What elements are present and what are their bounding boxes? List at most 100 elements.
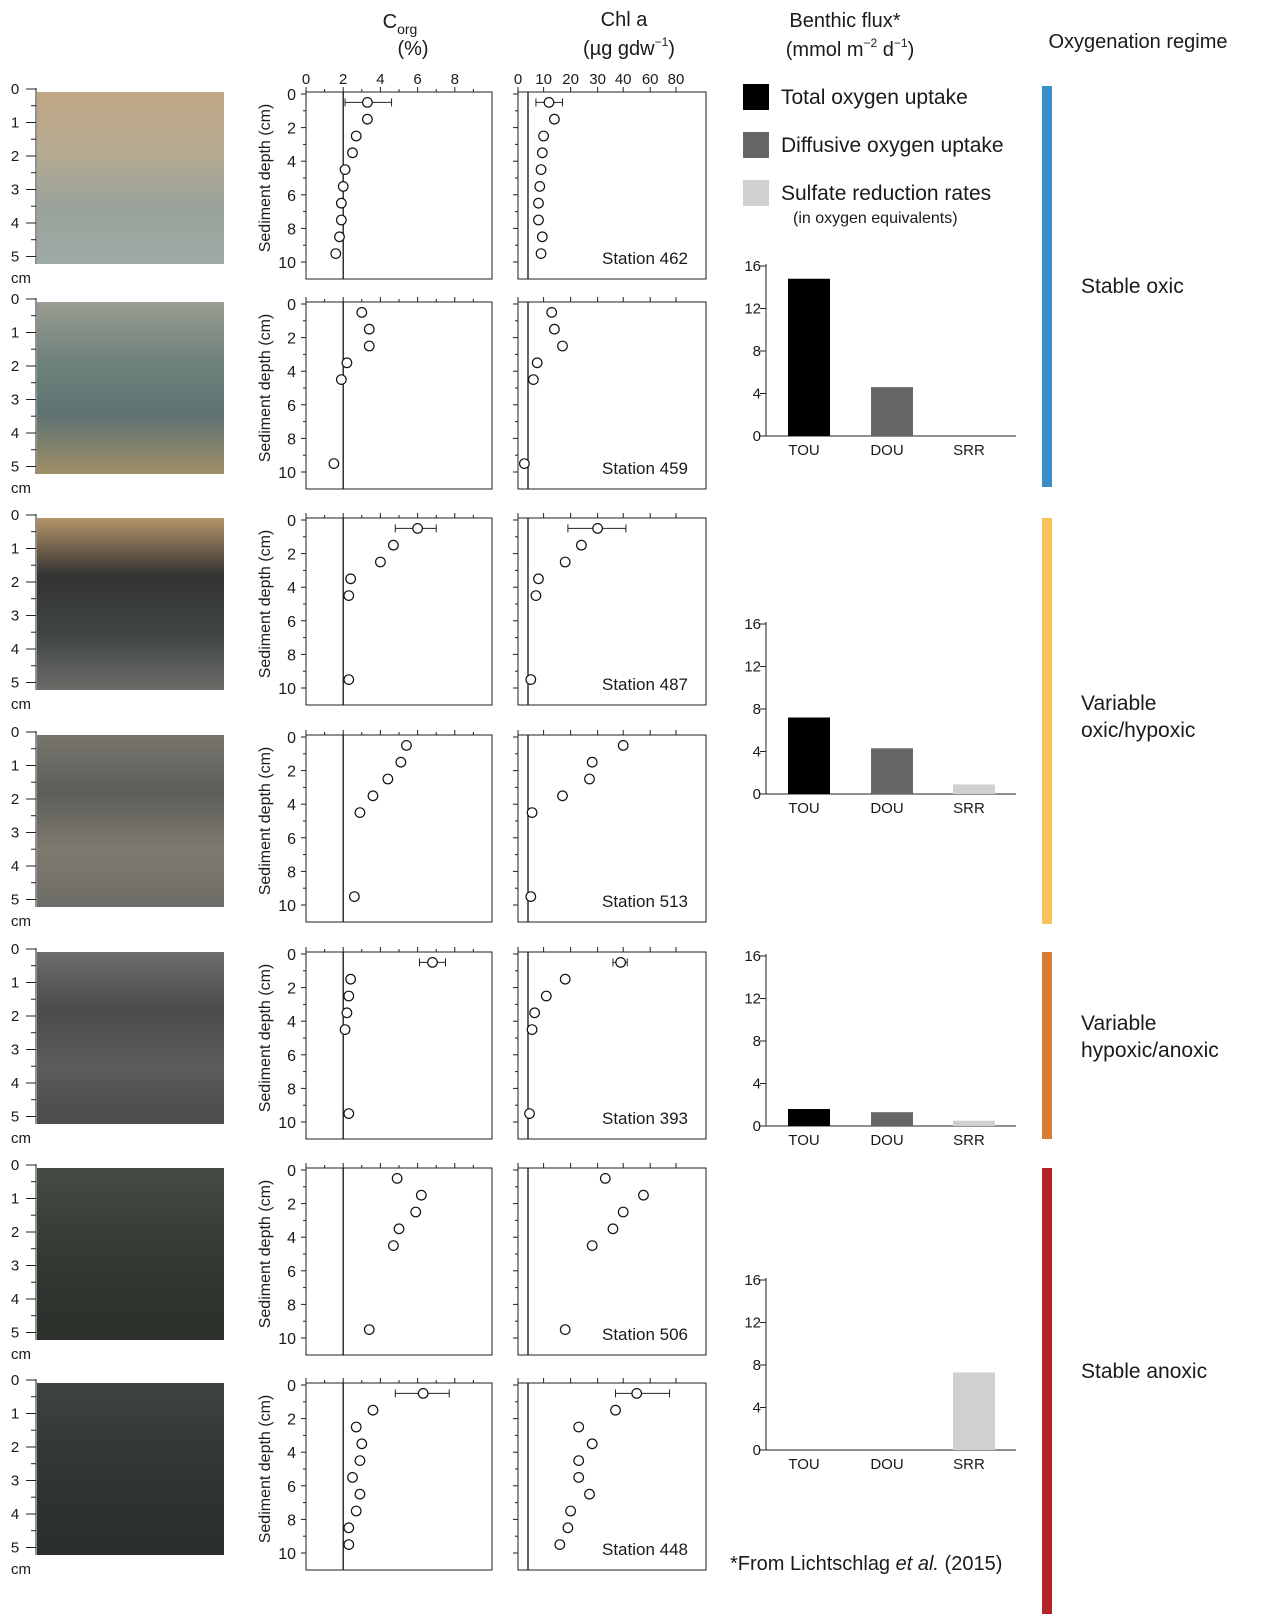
corg-point	[395, 756, 407, 768]
depth-tick-label: 10	[278, 681, 296, 698]
chl-point	[526, 807, 538, 818]
corg-point	[388, 1240, 399, 1251]
flux-bar-dou	[871, 748, 913, 794]
chl-point	[610, 1404, 621, 1416]
flux-y-tick-label: 4	[753, 744, 761, 761]
photo-scale-label: 5	[11, 675, 19, 692]
flux-y-tick-label: 16	[744, 258, 761, 275]
legend-note-srr: (in oxygen equivalents)	[793, 210, 958, 227]
depth-axis-label: Sediment depth (cm)	[257, 104, 274, 253]
depth-tick-label: 2	[287, 764, 296, 781]
flux-header-close: )	[908, 39, 915, 61]
chl-point	[527, 374, 539, 386]
corg-header-unit: (%)	[397, 38, 428, 60]
depth-tick-label: 6	[287, 398, 296, 415]
profile-row: Sediment depth (cm) 0 2 4 6 8 10 Station 393	[257, 947, 707, 1140]
chl-point	[534, 180, 546, 192]
chl-point	[525, 674, 537, 685]
corg-point	[412, 523, 424, 534]
flux-legend: Total oxygen uptake Diffusive oxygen upt…	[743, 84, 1004, 227]
flux-y-tick-label: 12	[744, 659, 761, 676]
flux-chart: 0 4 8 12 16 TOU DOU SRR	[744, 1272, 1016, 1473]
chl-header-unit-close: )	[668, 38, 675, 60]
corg-panel-frame	[305, 1167, 493, 1356]
flux-bar-srr	[953, 784, 995, 794]
photo-scale-label: 4	[11, 215, 19, 232]
flux-header: Benthic flux* (mmol m−2 d−1)	[786, 10, 915, 61]
corg-point	[388, 539, 399, 551]
corg-point	[335, 214, 347, 226]
chl-point	[557, 790, 568, 802]
flux-y-tick-label: 16	[744, 948, 761, 965]
depth-tick-label: 6	[287, 1264, 296, 1281]
flux-category-label: DOU	[870, 1132, 903, 1149]
depth-tick-label: 10	[278, 1331, 296, 1348]
corg-point	[350, 1505, 362, 1517]
photo-scale-label: 1	[11, 975, 19, 992]
photo-scale-label: 4	[11, 1291, 19, 1308]
corg-top-tick: 2	[339, 71, 347, 88]
flux-header-line1: Benthic flux*	[789, 10, 900, 32]
chl-panel-frame	[517, 301, 707, 490]
flux-y-tick-label: 0	[753, 428, 761, 445]
core-photos: 0 1 2 3 4 5 cm 0 1 2 3 4 5 cm 0 1 2 3 4 5 cm 0 1 2 3 4 5 cm 0 1 2 3 4 5 cm…	[11, 81, 224, 1578]
flux-header-mid: d	[877, 39, 894, 61]
flux-header-unit: (mmol m	[786, 39, 864, 61]
depth-tick-label: 10	[278, 1546, 296, 1563]
regime-bar	[1042, 518, 1052, 924]
regime-group: Stable anoxic	[1042, 1168, 1207, 1614]
flux-y-tick-label: 12	[744, 991, 761, 1008]
chl-point	[592, 523, 603, 534]
flux-category-label: DOU	[870, 800, 903, 817]
chl-point	[562, 1522, 574, 1534]
chl-point	[573, 1471, 585, 1483]
corg-panel-frame	[305, 951, 493, 1140]
photo-scale-unit: cm	[11, 696, 31, 713]
photo-scale-label: 3	[11, 392, 19, 409]
depth-tick-label: 4	[287, 154, 296, 171]
chl-point	[540, 990, 552, 1002]
chl-header-unit: (µg gdw	[583, 38, 655, 60]
chl-panel-frame	[517, 951, 707, 1140]
depth-tick-label: 4	[287, 580, 296, 597]
chl-point	[586, 1240, 598, 1251]
photo-scale-unit: cm	[11, 1561, 31, 1578]
depth-tick-label: 8	[287, 1512, 296, 1529]
station-label: Station 393	[602, 1109, 688, 1128]
core-photo	[37, 1168, 224, 1340]
chl-point	[533, 573, 544, 585]
chl-point	[559, 973, 571, 985]
corg-top-tick: 8	[451, 71, 459, 88]
corg-point	[363, 1324, 375, 1335]
photo-scale-label: 0	[11, 724, 19, 741]
photo-scale-unit: cm	[11, 1346, 31, 1363]
flux-bar-tou	[788, 1109, 830, 1126]
chl-point	[519, 458, 530, 470]
flux-category-label: SRR	[953, 1132, 985, 1149]
chl-point	[559, 556, 571, 568]
core-photo	[37, 518, 224, 690]
flux-bar-srr	[953, 1120, 995, 1126]
corg-top-axis: 0 2 4 6 8	[302, 71, 459, 88]
station-label: Station 487	[602, 675, 688, 694]
chl-point	[565, 1505, 576, 1517]
depth-tick-label: 2	[287, 547, 296, 564]
photo-scale-label: 3	[11, 1473, 19, 1490]
flux-category-label: TOU	[788, 442, 819, 459]
photo-scale-label: 0	[11, 291, 19, 308]
regime-label: Stable anoxic	[1081, 1360, 1207, 1383]
profile-row: Sediment depth (cm) 0 2 4 6 8 10 Station 506	[257, 1163, 707, 1356]
flux-category-label: SRR	[953, 800, 985, 817]
depth-axis-label: Sediment depth (cm)	[257, 747, 274, 896]
chl-top-tick: 0	[514, 71, 522, 88]
depth-tick-label: 0	[287, 297, 296, 314]
corg-point	[330, 248, 342, 260]
chl-point	[557, 340, 568, 352]
regime-header: Oxygenation regime	[1049, 31, 1228, 53]
corg-point	[361, 113, 373, 125]
legend-swatch-dou	[743, 132, 769, 158]
corg-point	[391, 1172, 403, 1184]
flux-category-label: TOU	[788, 1132, 819, 1149]
svg-text:Corg: Corg	[383, 11, 418, 37]
photo-scale-label: 5	[11, 1109, 19, 1126]
